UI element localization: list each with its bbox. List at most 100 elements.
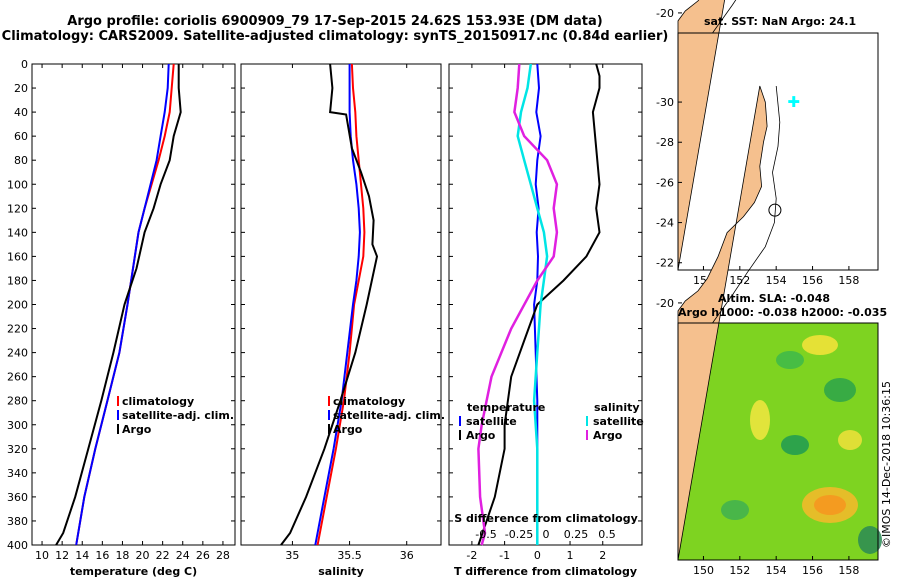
x-tick-label: 36 [400, 549, 414, 562]
x-tick-label: 35 [285, 549, 299, 562]
x-axis-label: temperature (deg C) [70, 565, 197, 578]
sla-anomaly-blob [802, 335, 838, 355]
y-tick-label: 240 [7, 347, 28, 360]
series-line-2-2 [314, 64, 361, 546]
map-frame-2 [677, 322, 879, 561]
map-lon-label: 152 [729, 274, 750, 287]
sla-anomaly-blob [838, 430, 862, 450]
map-lon-label: 152 [729, 564, 750, 577]
imos-footer: ©IMOS 14-Dec-2018 10:36:15 [880, 381, 893, 548]
legend-label: Argo [466, 429, 496, 442]
plot-frame-2 [240, 63, 442, 546]
y-tick-label: 120 [7, 202, 28, 215]
top-x-tick-label: 0 [543, 528, 550, 541]
y-tick-label: 280 [7, 395, 28, 408]
map-sla-header-2: Argo h1000: -0.038 h2000: -0.035 [678, 306, 888, 319]
top-x-tick-label: -0.25 [505, 528, 533, 541]
y-tick-label: 100 [7, 178, 28, 191]
series-line-2-3 [280, 63, 379, 546]
y-tick-label: 180 [7, 274, 28, 287]
map-sla-header-1: Altim. SLA: -0.048 [718, 292, 831, 305]
sla-anomaly-blob [858, 526, 882, 554]
legend-label: Argo [593, 429, 623, 442]
map-frame-1 [677, 32, 879, 271]
series-line-2-1 [316, 63, 366, 546]
x-tick-label: 28 [216, 549, 230, 562]
series-line-3-2 [477, 63, 601, 546]
sla-anomaly-blob [824, 378, 856, 402]
figure-title-line2: Climatology: CARS2009. Satellite-adjuste… [1, 29, 669, 44]
map-lat-label: -26 [656, 176, 674, 189]
y-tick-label: 160 [7, 250, 28, 263]
legend-label: satellite [466, 415, 517, 428]
map-lon-label: 154 [766, 564, 787, 577]
y-tick-label: 380 [7, 515, 28, 528]
legend-label: satellite-adj. clim. [333, 409, 445, 422]
highlight-cross-icon: ✚ [787, 93, 800, 111]
figure-title-line1: Argo profile: coriolis 6900909_79 17-Sep… [67, 14, 603, 29]
sla-anomaly-blob [750, 400, 770, 440]
map-lon-label: 156 [802, 274, 823, 287]
x-tick-label: 20 [136, 549, 150, 562]
top-axis-label: S difference from climatology [454, 512, 638, 525]
x-tick-label: 26 [196, 549, 210, 562]
map-lat-label: -28 [656, 136, 674, 149]
x-tick-label: -2 [466, 549, 477, 562]
x-tick-label: 35.5 [337, 549, 362, 562]
map-lon-label: 158 [838, 564, 859, 577]
x-tick-label: 12 [55, 549, 69, 562]
x-tick-label: 1 [567, 549, 574, 562]
y-tick-label: 60 [14, 130, 28, 143]
y-tick-label: 40 [14, 106, 28, 119]
map-lat-label: -20 [656, 7, 674, 20]
map-sst-header: sat. SST: NaN Argo: 24.1 [704, 15, 857, 28]
top-x-tick-label: 0.25 [564, 528, 589, 541]
x-tick-label: 16 [95, 549, 109, 562]
map-lon-label: 158 [838, 274, 859, 287]
y-tick-label: 340 [7, 467, 28, 480]
y-tick-label: 200 [7, 299, 28, 312]
land-mask [677, 0, 726, 271]
x-axis-label: T difference from climatology [454, 565, 637, 578]
top-x-tick-label: 0.5 [598, 528, 616, 541]
legend-title-salinity: salinity [594, 401, 640, 414]
y-tick-label: 80 [14, 154, 28, 167]
x-tick-label: 14 [75, 549, 89, 562]
y-tick-label: 0 [21, 58, 28, 71]
map-lat-label: -22 [656, 257, 674, 270]
legend-label: Argo [333, 423, 363, 436]
plot-frame-1 [31, 63, 236, 546]
x-tick-label: 0 [534, 549, 541, 562]
series-line-1-3 [55, 64, 182, 546]
y-tick-label: 400 [7, 539, 28, 552]
series-line-3-4 [477, 63, 559, 546]
legend-label: satellite [593, 415, 644, 428]
map-lat-label: -20 [656, 297, 674, 310]
y-tick-label: 260 [7, 371, 28, 384]
x-tick-label: -1 [499, 549, 510, 562]
sla-anomaly-blob [721, 500, 749, 520]
sla-anomaly-blob [776, 351, 804, 369]
x-tick-label: 10 [35, 549, 49, 562]
series-line-3-3 [516, 63, 549, 545]
x-tick-label: 18 [115, 549, 129, 562]
legend-label: satellite-adj. clim. [122, 409, 234, 422]
y-tick-label: 220 [7, 323, 28, 336]
y-tick-label: 360 [7, 491, 28, 504]
sla-anomaly-blob [814, 495, 846, 515]
x-tick-label: 2 [599, 549, 606, 562]
sla-anomaly-blob [781, 435, 809, 455]
y-tick-label: 300 [7, 419, 28, 432]
series-line-3-1 [533, 63, 542, 545]
legend-label: climatology [333, 395, 405, 408]
legend-label: Argo [122, 423, 152, 436]
x-tick-label: 22 [156, 549, 170, 562]
y-tick-label: 140 [7, 226, 28, 239]
map-lon-label: 150 [693, 564, 714, 577]
bathymetry-contour [712, 85, 781, 324]
map-lon-label: 156 [802, 564, 823, 577]
land-mask [677, 85, 768, 561]
x-tick-label: 24 [176, 549, 190, 562]
legend-label: climatology [122, 395, 194, 408]
